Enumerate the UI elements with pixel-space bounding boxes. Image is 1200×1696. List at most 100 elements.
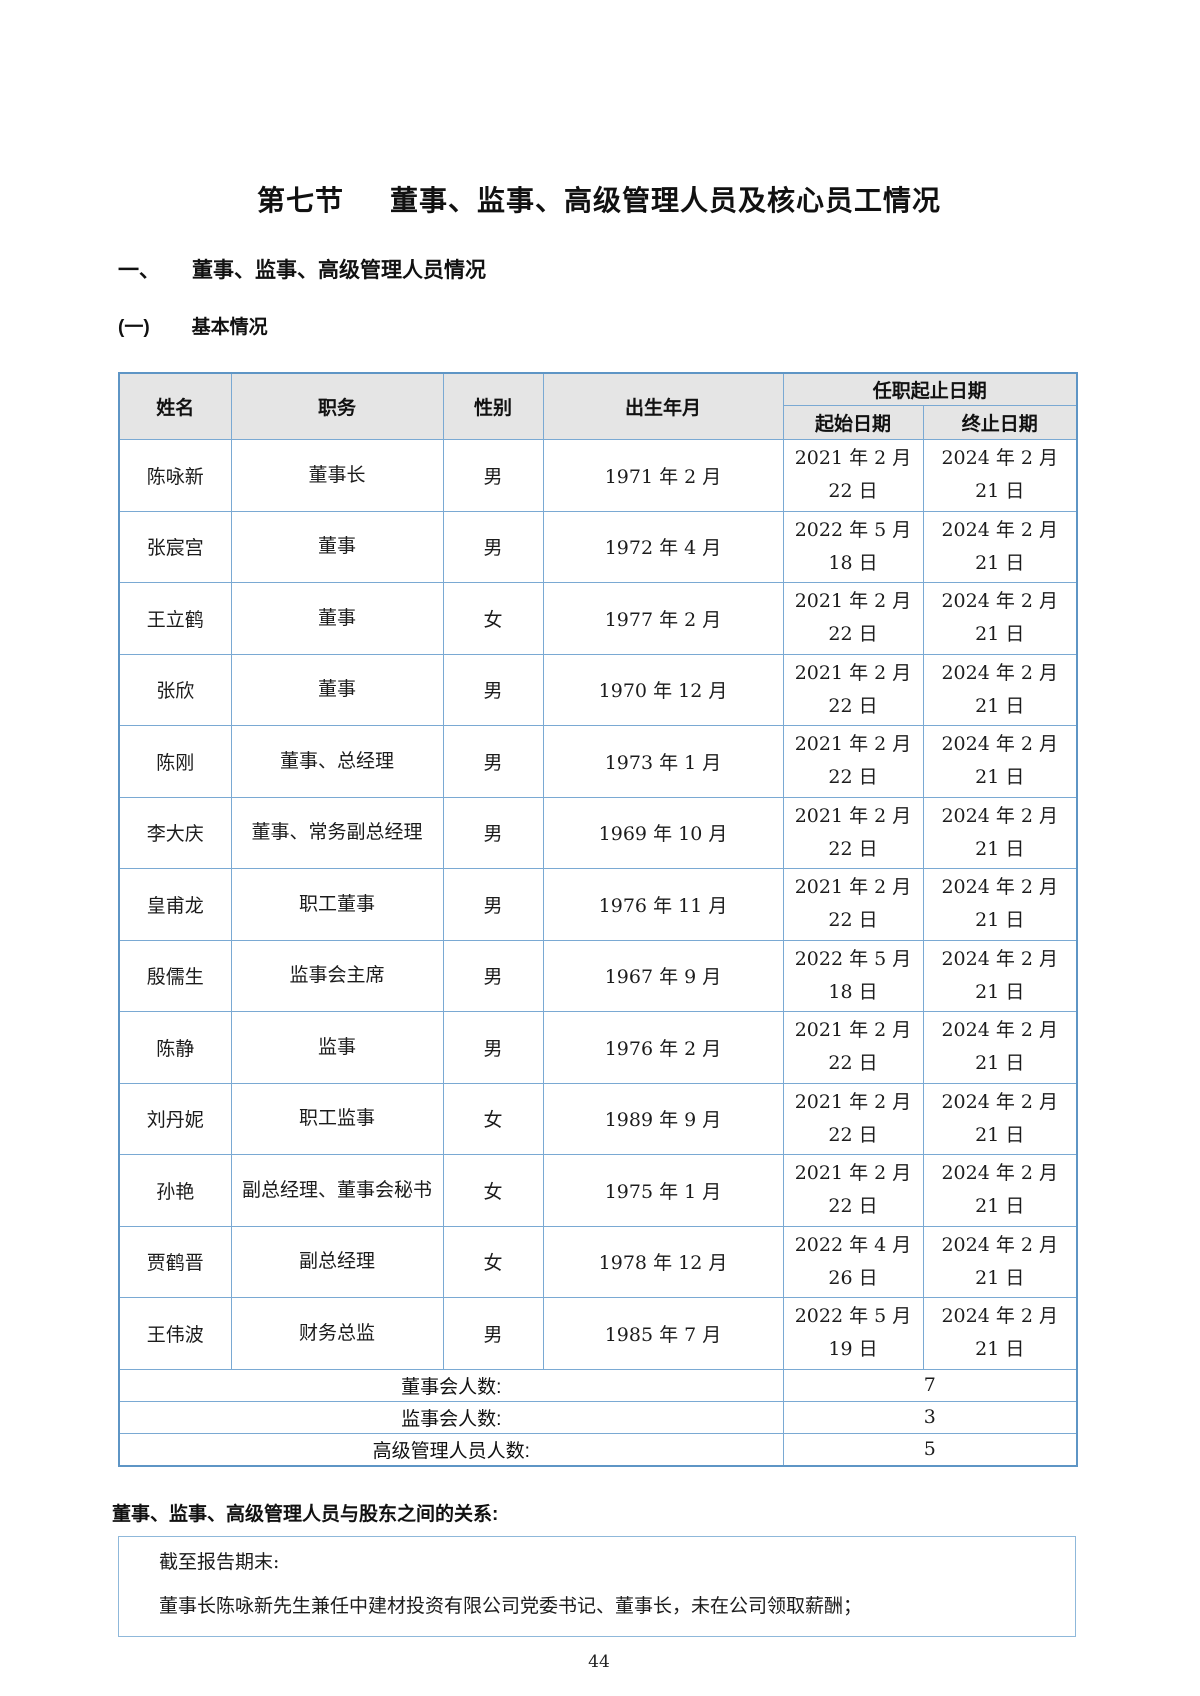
cell-gender: 男 — [442, 1011, 544, 1084]
cell-end-date: 2024 年 2 月 21 日 — [922, 510, 1078, 583]
cell-gender: 男 — [442, 796, 544, 869]
summary-label: 监事会人数: — [118, 1400, 784, 1434]
header-cell-birth: 出生年月 — [542, 372, 784, 440]
cell-birth: 1976 年 2 月 — [542, 1011, 784, 1084]
cell-start-date: 2021 年 2 月 22 日 — [782, 868, 924, 941]
officer-row: 王立鹤 董事女 1977 年 2 月 2021 年 2 月 22 日 2024 年 2 … — [118, 582, 1078, 655]
cell-birth: 1989 年 9 月 — [542, 1082, 784, 1155]
header-cell-start-date: 起始日期 — [782, 405, 924, 440]
cell-end-date: 2024 年 2 月 21 日 — [922, 796, 1078, 869]
cell-birth: 1972 年 4 月 — [542, 510, 784, 583]
cell-start-date: 2022 年 5 月 19 日 — [782, 1297, 924, 1370]
cell-birth: 1977 年 2 月 — [542, 582, 784, 655]
cell-gender: 男 — [442, 439, 544, 512]
header-cell-name: 姓名 — [118, 372, 232, 440]
section-number: 一、 — [118, 259, 160, 282]
subsection-label: 基本情况 — [191, 317, 268, 338]
officer-row: 贾鹤晋 副总经理女 1978 年 12 月 2022 年 4 月 26 日 2024 年… — [118, 1225, 1078, 1298]
cell-birth: 1975 年 1 月 — [542, 1154, 784, 1227]
relations-line: 董事长陈咏新先生兼任中建材投资有限公司党委书记、董事长，未在公司领取薪酬； — [159, 1594, 863, 1617]
officer-row: 刘丹妮 职工监事女 1989 年 9 月 2021 年 2 月 22 日 2024 年 … — [118, 1082, 1078, 1155]
relations-box: 截至报告期末: 董事长陈咏新先生兼任中建材投资有限公司党委书记、董事长，未在公司… — [118, 1535, 1076, 1637]
header-cell-position: 职务 — [230, 372, 444, 440]
section-label: 董事、监事、高级管理人员情况 — [192, 259, 486, 282]
cell-position: 职工监事 — [230, 1082, 444, 1155]
cell-start-date: 2022 年 5 月 18 日 — [782, 510, 924, 583]
cell-end-date: 2024 年 2 月 21 日 — [922, 1225, 1078, 1298]
cell-position: 董事 — [230, 653, 444, 726]
cell-name: 张宸宫 — [118, 510, 232, 583]
cell-name: 王立鹤 — [118, 582, 232, 655]
cell-name: 孙艳 — [118, 1154, 232, 1227]
header-cell-end-date: 终止日期 — [922, 405, 1078, 440]
cell-end-date: 2024 年 2 月 21 日 — [922, 439, 1078, 512]
cell-start-date: 2021 年 2 月 22 日 — [782, 653, 924, 726]
header-cell-gender: 性别 — [442, 372, 544, 440]
officer-row: 皇甫龙 职工董事男 1976 年 11 月 2021 年 2 月 22 日 2024 年… — [118, 868, 1078, 941]
summary-label: 高级管理人员人数: — [118, 1432, 784, 1466]
document-title-text: 董事、监事、高级管理人员及核心员工情况 — [390, 185, 942, 216]
cell-birth: 1985 年 7 月 — [542, 1297, 784, 1370]
cell-position: 副总经理 — [230, 1225, 444, 1298]
cell-end-date: 2024 年 2 月 21 日 — [922, 582, 1078, 655]
officer-row: 陈刚 董事、总经理男 1973 年 1 月 2021 年 2 月 22 日 2024 年… — [118, 725, 1078, 798]
page-content: 第七节 董事、监事、高级管理人员及核心员工情况 一、 董事、监事、高级管理人员情况 … — [112, 184, 1080, 1672]
officer-row: 张欣 董事男 1970 年 12 月 2021 年 2 月 22 日 2024 年 2 … — [118, 653, 1078, 726]
cell-birth: 1969 年 10 月 — [542, 796, 784, 869]
cell-start-date: 2021 年 2 月 22 日 — [782, 1011, 924, 1084]
officer-row: 王伟波 财务总监男 1985 年 7 月 2022 年 5 月 19 日 2024 年 … — [118, 1297, 1078, 1370]
cell-name: 皇甫龙 — [118, 868, 232, 941]
officers-table: 姓名 职务 性别 出生年月 任职起止日期 起始日期 终止日期 陈咏新 董事长男 19… — [118, 372, 1079, 1467]
cell-gender: 男 — [442, 1297, 544, 1370]
cell-end-date: 2024 年 2 月 21 日 — [922, 939, 1078, 1012]
section-heading: 一、 董事、监事、高级管理人员情况 — [118, 258, 1080, 284]
cell-name: 刘丹妮 — [118, 1082, 232, 1155]
document-title-prefix: 第七节 — [256, 185, 344, 216]
cell-end-date: 2024 年 2 月 21 日 — [922, 1154, 1078, 1227]
cell-name: 陈咏新 — [118, 439, 232, 512]
cell-start-date: 2021 年 2 月 22 日 — [782, 582, 924, 655]
cell-gender: 女 — [442, 1154, 544, 1227]
cell-end-date: 2024 年 2 月 21 日 — [922, 653, 1078, 726]
relations-heading: 董事、监事、高级管理人员与股东之间的关系: — [112, 1503, 499, 1525]
cell-position: 监事会主席 — [230, 939, 444, 1012]
cell-name: 殷儒生 — [118, 939, 232, 1012]
officers-table-head: 姓名 职务 性别 出生年月 任职起止日期 起始日期 终止日期 — [118, 372, 1078, 440]
officer-row: 孙艳 副总经理、董事会秘书女 1975 年 1 月 2021 年 2 月 22 日 20… — [118, 1154, 1078, 1227]
officer-row: 张宸宫 董事男 1972 年 4 月 2022 年 5 月 18 日 2024 年 2 … — [118, 510, 1078, 583]
cell-position: 监事 — [230, 1011, 444, 1084]
cell-end-date: 2024 年 2 月 21 日 — [922, 1297, 1078, 1370]
cell-position: 财务总监 — [230, 1297, 444, 1370]
document-title: 第七节 董事、监事、高级管理人员及核心员工情况 — [118, 184, 1080, 218]
cell-position: 副总经理、董事会秘书 — [230, 1154, 444, 1227]
page-number: 44 — [588, 1651, 610, 1672]
cell-end-date: 2024 年 2 月 21 日 — [922, 1011, 1078, 1084]
subsection-heading: (一) 基本情况 — [118, 316, 1080, 340]
cell-gender: 男 — [442, 510, 544, 583]
cell-gender: 男 — [442, 868, 544, 941]
summary-value: 3 — [782, 1400, 1078, 1434]
officer-row: 陈咏新 董事长男 1971 年 2 月 2021 年 2 月 22 日 2024 年 2… — [118, 439, 1078, 512]
cell-birth: 1978 年 12 月 — [542, 1225, 784, 1298]
cell-start-date: 2022 年 4 月 26 日 — [782, 1225, 924, 1298]
cell-end-date: 2024 年 2 月 21 日 — [922, 868, 1078, 941]
summary-row: 高级管理人员人数: 5 — [118, 1432, 1078, 1466]
cell-birth: 1973 年 1 月 — [542, 725, 784, 798]
cell-birth: 1967 年 9 月 — [542, 939, 784, 1012]
summary-row: 董事会人数: 7 — [118, 1368, 1078, 1402]
cell-name: 李大庆 — [118, 796, 232, 869]
summary-value: 7 — [782, 1368, 1078, 1402]
summary-label: 董事会人数: — [118, 1368, 784, 1402]
officers-table-body: 陈咏新 董事长男 1971 年 2 月 2021 年 2 月 22 日 2024 年 2… — [118, 439, 1078, 1466]
cell-gender: 男 — [442, 653, 544, 726]
cell-end-date: 2024 年 2 月 21 日 — [922, 1082, 1078, 1155]
table-header-row-2: 起始日期 终止日期 — [119, 405, 1078, 440]
table-header-row-1: 姓名 职务 性别 出生年月 任职起止日期 — [118, 372, 1078, 440]
cell-birth: 1970 年 12 月 — [542, 653, 784, 726]
header-cell-term: 任职起止日期 — [782, 372, 1078, 406]
cell-position: 董事 — [230, 510, 444, 583]
cell-start-date: 2021 年 2 月 22 日 — [782, 796, 924, 869]
cell-gender: 女 — [442, 1082, 544, 1155]
